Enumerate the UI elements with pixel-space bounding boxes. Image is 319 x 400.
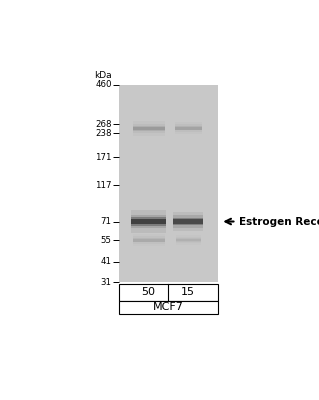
Bar (174, 212, 203, 231)
Bar (133, 121, 165, 136)
Bar (131, 219, 166, 224)
Text: 15: 15 (181, 287, 195, 297)
Bar (133, 124, 165, 133)
Bar (119, 300, 218, 314)
Bar (174, 218, 203, 225)
Text: 117: 117 (95, 180, 112, 190)
Bar (131, 217, 166, 226)
Bar (176, 238, 201, 242)
Bar (133, 126, 165, 132)
Text: 268: 268 (95, 120, 112, 129)
Text: 41: 41 (100, 257, 112, 266)
Text: kDa: kDa (94, 71, 112, 80)
Text: 31: 31 (100, 278, 112, 286)
Bar (176, 237, 201, 243)
Bar (174, 126, 202, 130)
Text: 460: 460 (95, 80, 112, 90)
Bar (131, 214, 166, 228)
Bar (133, 234, 165, 246)
Bar (176, 235, 201, 245)
Bar (174, 219, 203, 224)
Text: 50: 50 (142, 287, 156, 297)
Bar (174, 122, 202, 134)
Bar (131, 210, 166, 233)
Bar (174, 126, 202, 130)
Text: 238: 238 (95, 129, 112, 138)
Bar (174, 124, 202, 132)
Bar (133, 239, 165, 242)
Text: 55: 55 (100, 236, 112, 245)
Text: 171: 171 (95, 153, 112, 162)
Text: 71: 71 (100, 217, 112, 226)
Bar (174, 215, 203, 228)
Bar (119, 85, 218, 282)
Bar (119, 284, 218, 300)
Bar (133, 238, 165, 242)
Bar (176, 239, 201, 242)
Bar (133, 127, 165, 130)
Bar (133, 236, 165, 244)
Text: MCF7: MCF7 (153, 302, 184, 312)
Text: Estrogen Receptor Alpha: Estrogen Receptor Alpha (239, 216, 319, 226)
